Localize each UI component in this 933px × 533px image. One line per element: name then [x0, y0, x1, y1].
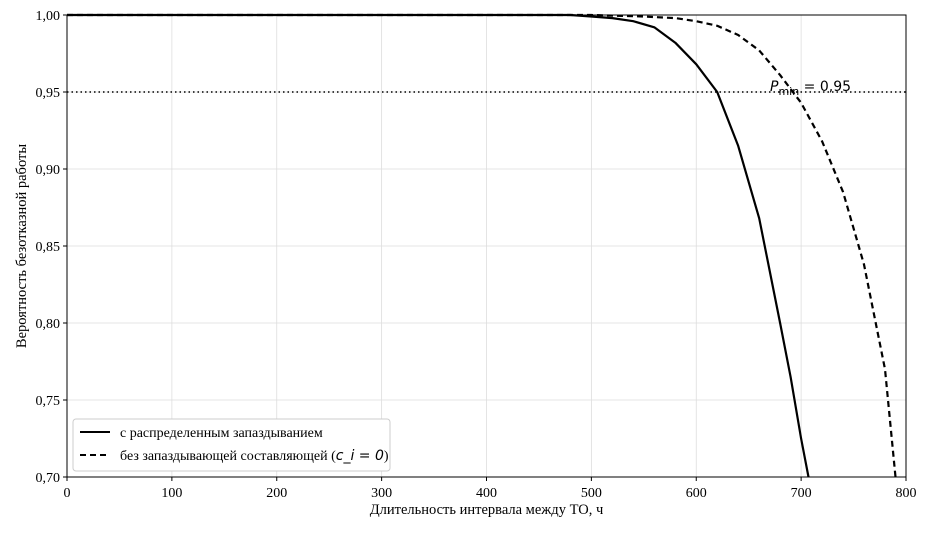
- legend-box: [72, 418, 391, 472]
- reference-value: = 0,95: [799, 79, 851, 95]
- y-tick-label: 0,80: [36, 317, 61, 332]
- y-tick-label: 0,90: [36, 163, 61, 178]
- x-tick-label: 600: [686, 486, 707, 501]
- x-tick-label: 700: [791, 486, 812, 501]
- legend-label-series-1: с распределенным запаздыванием: [120, 426, 323, 441]
- reference-subscript: min: [778, 85, 799, 98]
- x-tick-label: 0: [64, 486, 71, 501]
- x-axis-ticks: 0 100 200 300 400 500 600 700 800: [64, 477, 917, 501]
- legend-label-series-2-math: c_i = 0: [336, 448, 384, 464]
- y-tick-label: 0,95: [36, 86, 61, 101]
- x-axis-title: Длительность интервала между ТО, ч: [370, 502, 604, 518]
- legend-label-series-2-suffix: ): [384, 449, 389, 464]
- legend: с распределенным запаздыванием без запаз…: [72, 418, 391, 472]
- reference-line-label: Pmin = 0,95: [770, 79, 851, 98]
- x-tick-label: 200: [266, 486, 287, 501]
- x-tick-label: 800: [896, 486, 917, 501]
- x-tick-label: 400: [476, 486, 497, 501]
- y-tick-label: 1,00: [36, 9, 61, 24]
- legend-label-series-2: без запаздывающей составляющей (c_i = 0): [120, 448, 389, 464]
- legend-label-series-2-prefix: без запаздывающей составляющей (: [120, 449, 336, 464]
- x-tick-label: 100: [161, 486, 182, 501]
- x-tick-label: 300: [371, 486, 392, 501]
- y-tick-label: 0,75: [36, 394, 61, 409]
- y-axis-title: Вероятность безотказной работы: [14, 144, 30, 348]
- y-axis-ticks: 0,70 0,75 0,80 0,85 0,90 0,95 1,00: [36, 9, 67, 486]
- x-tick-label: 500: [581, 486, 602, 501]
- reference-symbol: P: [770, 79, 779, 95]
- y-tick-label: 0,70: [36, 471, 61, 486]
- y-tick-label: 0,85: [36, 240, 61, 255]
